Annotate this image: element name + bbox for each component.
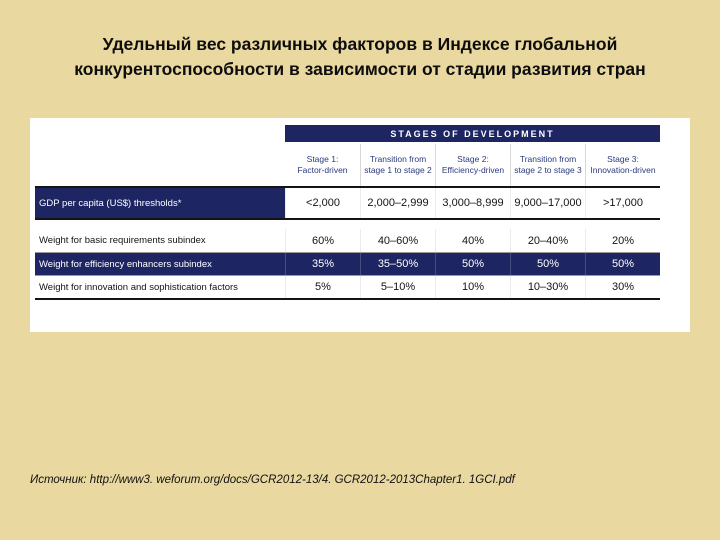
column-header-line: Factor-driven bbox=[297, 165, 348, 175]
table-row-basic-requirements: Weight for basic requirements subindex 6… bbox=[35, 229, 660, 252]
column-header-line: Transition from bbox=[369, 153, 427, 164]
table-cell: 20% bbox=[585, 229, 660, 252]
column-header-line: Stage 3: bbox=[607, 153, 639, 164]
column-header-stage3: Stage 3: Innovation-driven bbox=[585, 144, 660, 186]
table-cell: 5–10% bbox=[360, 276, 435, 298]
column-header-line: Transition from bbox=[519, 153, 577, 164]
divider bbox=[35, 298, 660, 300]
column-header-line: stage 1 to stage 2 bbox=[364, 165, 432, 175]
column-header-line: Efficiency-driven bbox=[441, 165, 505, 175]
column-header-line: stage 2 to stage 3 bbox=[514, 165, 582, 175]
divider bbox=[35, 218, 660, 220]
table-cell: 9,000–17,000 bbox=[510, 188, 585, 218]
column-header-row: Stage 1: Factor-driven Transition from s… bbox=[35, 144, 660, 186]
table-cell: <2,000 bbox=[285, 188, 360, 218]
table-cell: 35% bbox=[285, 253, 360, 275]
stages-table: STAGES OF DEVELOPMENT Stage 1: Factor-dr… bbox=[35, 125, 660, 300]
table-cell: 50% bbox=[510, 253, 585, 275]
banner-row: STAGES OF DEVELOPMENT bbox=[35, 125, 660, 142]
table-cell: 40% bbox=[435, 229, 510, 252]
table-panel: STAGES OF DEVELOPMENT Stage 1: Factor-dr… bbox=[30, 118, 690, 332]
source-text: Источник: http://www3. weforum.org/docs/… bbox=[30, 474, 515, 486]
table-cell: 35–50% bbox=[360, 253, 435, 275]
table-cell: 3,000–8,999 bbox=[435, 188, 510, 218]
column-header-line: Innovation-driven bbox=[590, 165, 656, 175]
column-header-stage2: Stage 2: Efficiency-driven bbox=[435, 144, 510, 186]
column-header-transition12: Transition from stage 1 to stage 2 bbox=[360, 144, 435, 186]
table-cell: 10–30% bbox=[510, 276, 585, 298]
table-row-gdp: GDP per capita (US$) thresholds* <2,000 … bbox=[35, 188, 660, 218]
table-cell: 50% bbox=[585, 253, 660, 275]
table-row-innovation-factors: Weight for innovation and sophistication… bbox=[35, 275, 660, 298]
row-label: Weight for innovation and sophistication… bbox=[39, 281, 238, 293]
table-cell: 60% bbox=[285, 229, 360, 252]
page-title: Удельный вес различных факторов в Индекс… bbox=[74, 34, 646, 80]
table-cell: 30% bbox=[585, 276, 660, 298]
row-label: Weight for efficiency enhancers subindex bbox=[39, 258, 212, 270]
table-banner: STAGES OF DEVELOPMENT bbox=[285, 125, 660, 142]
row-label: Weight for basic requirements subindex bbox=[39, 235, 206, 246]
column-header-transition23: Transition from stage 2 to stage 3 bbox=[510, 144, 585, 186]
table-cell: 50% bbox=[435, 253, 510, 275]
table-cell: 5% bbox=[285, 276, 360, 298]
column-header-stage1: Stage 1: Factor-driven bbox=[285, 144, 360, 186]
table-cell: 2,000–2,999 bbox=[360, 188, 435, 218]
table-cell: 10% bbox=[435, 276, 510, 298]
table-row-efficiency-enhancers: Weight for efficiency enhancers subindex… bbox=[35, 252, 660, 275]
divider bbox=[35, 186, 660, 188]
row-label: GDP per capita (US$) thresholds* bbox=[35, 188, 285, 218]
table-cell: 20–40% bbox=[510, 229, 585, 252]
column-header-line: Stage 1: bbox=[306, 153, 339, 164]
column-header-line: Stage 2: bbox=[457, 153, 489, 164]
weight-rows: Weight for basic requirements subindex 6… bbox=[35, 229, 660, 298]
table-cell: 40–60% bbox=[360, 229, 435, 252]
table-cell: >17,000 bbox=[585, 188, 660, 218]
